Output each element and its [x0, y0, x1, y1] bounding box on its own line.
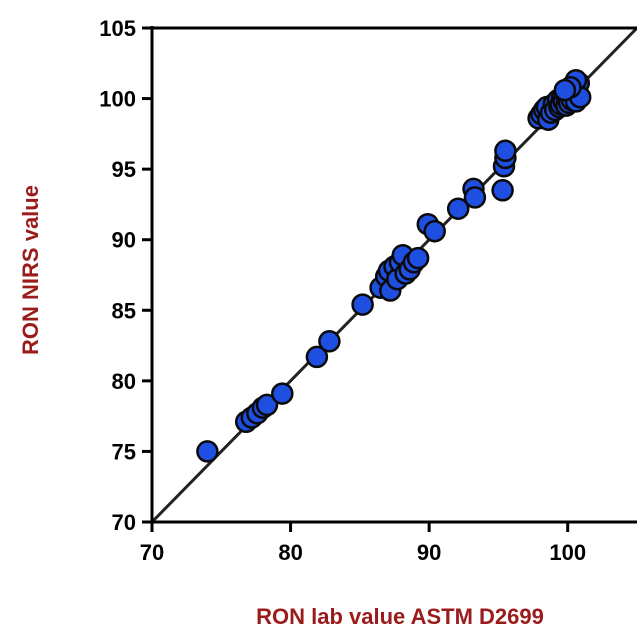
data-point — [408, 248, 428, 268]
y-tick-label: 90 — [112, 228, 136, 253]
data-point — [465, 187, 485, 207]
y-tick-label: 85 — [112, 298, 136, 323]
data-point — [319, 331, 339, 351]
x-tick-label: 70 — [140, 540, 164, 565]
data-point — [272, 384, 292, 404]
ticks-layer: 70 80 90 100 70 75 80 85 90 95 100 105 — [99, 16, 586, 565]
data-point — [555, 80, 575, 100]
data-point — [353, 295, 373, 315]
x-tick-label: 90 — [417, 540, 441, 565]
x-tick-label: 80 — [278, 540, 302, 565]
data-point — [197, 441, 217, 461]
points-layer — [197, 70, 590, 461]
y-tick-label: 75 — [112, 439, 136, 464]
y-axis-title: RON NIRS value — [18, 185, 43, 355]
data-point — [493, 180, 513, 200]
data-point — [425, 221, 445, 241]
data-point — [495, 141, 515, 161]
y-tick-label: 70 — [112, 510, 136, 535]
x-axis-title: RON lab value ASTM D2699 — [256, 604, 544, 629]
y-tick-label: 105 — [99, 16, 136, 41]
y-tick-label: 95 — [112, 157, 136, 182]
x-tick-label: 100 — [549, 540, 586, 565]
y-tick-label: 100 — [99, 87, 136, 112]
y-tick-label: 80 — [112, 369, 136, 394]
